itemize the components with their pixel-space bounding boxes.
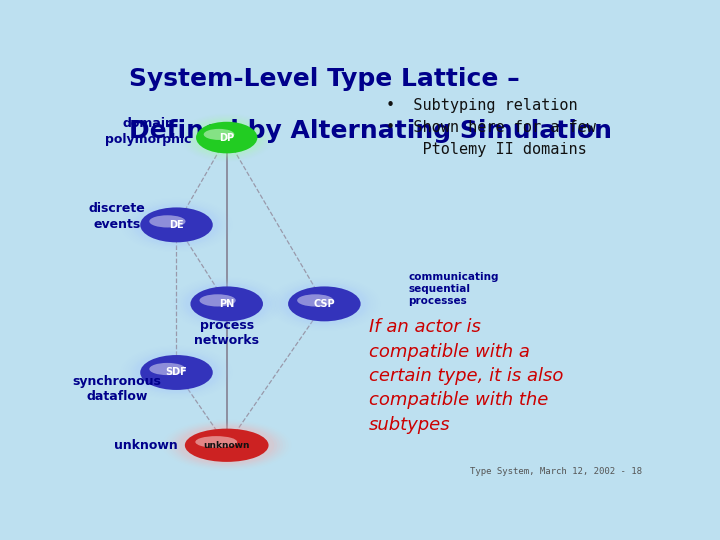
Text: SDF: SDF (166, 368, 187, 377)
Ellipse shape (186, 116, 268, 159)
Ellipse shape (192, 119, 261, 156)
Ellipse shape (127, 349, 225, 396)
Ellipse shape (183, 283, 271, 325)
Text: Type System, March 12, 2002 - 18: Type System, March 12, 2002 - 18 (470, 468, 642, 476)
Ellipse shape (135, 205, 217, 245)
Ellipse shape (281, 283, 368, 325)
Ellipse shape (196, 122, 258, 153)
Ellipse shape (199, 294, 235, 307)
Ellipse shape (174, 424, 280, 467)
Text: synchronous
dataflow: synchronous dataflow (72, 375, 161, 403)
Text: DE: DE (169, 220, 184, 230)
Text: CSP: CSP (313, 299, 336, 309)
Ellipse shape (132, 204, 220, 246)
Ellipse shape (283, 284, 366, 324)
Ellipse shape (135, 353, 217, 393)
Ellipse shape (130, 350, 222, 395)
Ellipse shape (179, 427, 274, 464)
Ellipse shape (149, 215, 186, 227)
Ellipse shape (276, 280, 373, 327)
Ellipse shape (188, 117, 266, 158)
Text: domain
polymorphic: domain polymorphic (105, 117, 192, 146)
Ellipse shape (288, 286, 361, 321)
Ellipse shape (297, 294, 333, 307)
Ellipse shape (127, 201, 225, 248)
Text: unknown: unknown (114, 439, 178, 452)
Ellipse shape (185, 429, 269, 462)
Ellipse shape (171, 423, 283, 468)
Ellipse shape (178, 280, 276, 327)
Ellipse shape (278, 282, 371, 326)
Ellipse shape (149, 363, 186, 375)
Ellipse shape (181, 282, 273, 326)
Ellipse shape (130, 202, 222, 247)
Text: System-Level Type Lattice –: System-Level Type Lattice – (129, 67, 520, 91)
Ellipse shape (132, 352, 220, 394)
Ellipse shape (186, 284, 268, 324)
Text: •  Subtyping relation
•  Shown here for a few
    Ptolemy II domains: • Subtyping relation • Shown here for a … (386, 98, 595, 158)
Ellipse shape (140, 207, 213, 242)
Text: unknown: unknown (204, 441, 250, 450)
Text: process
networks: process networks (194, 319, 259, 347)
Text: If an actor is
compatible with a
certain type, it is also
compatible with the
su: If an actor is compatible with a certain… (369, 319, 563, 434)
Text: Defined by Alternating Simulation: Defined by Alternating Simulation (129, 119, 612, 143)
Ellipse shape (176, 425, 277, 465)
Ellipse shape (140, 355, 213, 390)
Text: DP: DP (219, 132, 234, 143)
Ellipse shape (189, 118, 264, 157)
Text: discrete
events: discrete events (89, 202, 145, 231)
Text: PN: PN (219, 299, 234, 309)
Ellipse shape (190, 286, 263, 321)
Ellipse shape (195, 436, 237, 448)
Ellipse shape (204, 129, 235, 140)
Text: communicating
sequential
processes: communicating sequential processes (408, 272, 498, 306)
